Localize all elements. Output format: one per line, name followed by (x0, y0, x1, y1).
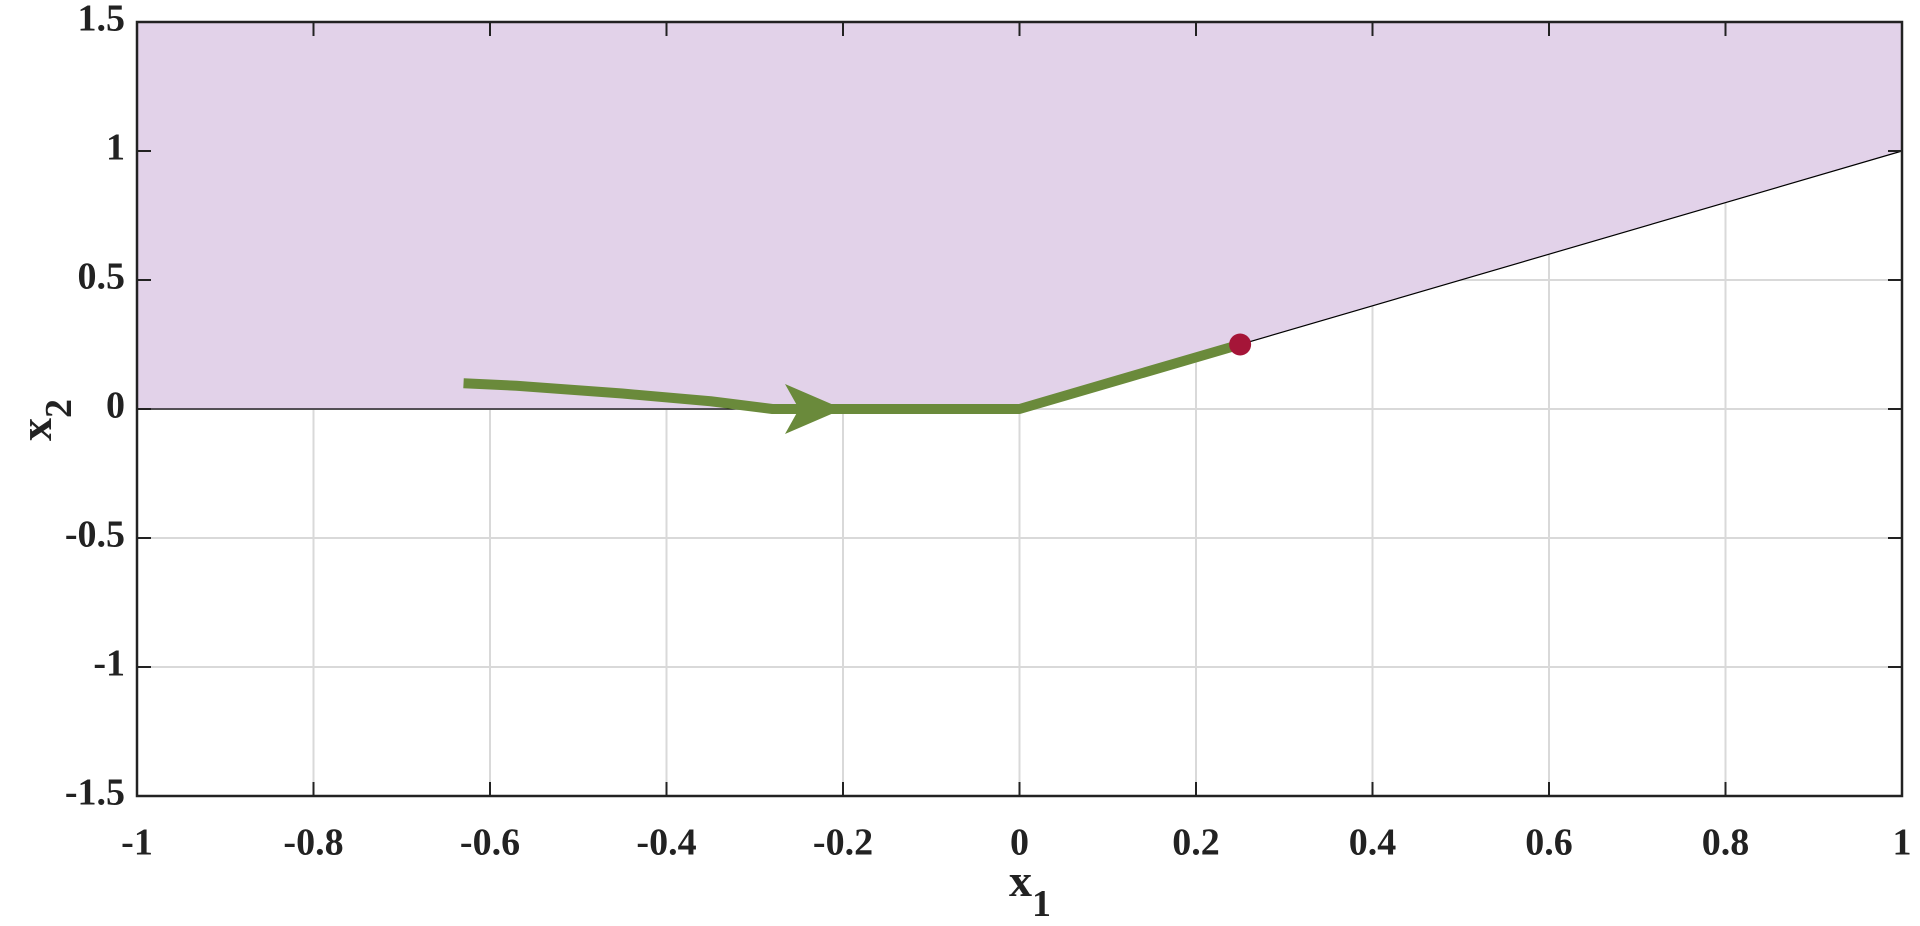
y-tick-label: -1.5 (65, 772, 125, 814)
x-tick-label: 0.6 (1525, 822, 1573, 864)
x-tick-label: 0.2 (1172, 822, 1220, 864)
x-tick-label: 0.4 (1349, 822, 1397, 864)
x-tick-label: -0.8 (283, 822, 343, 864)
x-tick-label: -0.6 (460, 822, 520, 864)
x-axis-label: x1 (1009, 855, 1051, 925)
x-tick-label: 1 (1893, 822, 1912, 864)
y-tick-label: -1 (93, 643, 125, 685)
y-axis-label: x2 (10, 399, 80, 441)
trajectory (463, 339, 1242, 414)
y-tick-label: 0 (106, 385, 125, 427)
feasible-region (137, 22, 1902, 409)
x-tick-label: -1 (121, 822, 153, 864)
y-tick-label: 0.5 (78, 256, 126, 298)
x-tick-label: 0 (1010, 822, 1029, 864)
x-tick-label: 0.8 (1702, 822, 1750, 864)
x-label-main: x (1009, 855, 1032, 906)
y-tick-label: 1 (106, 127, 125, 169)
x-tick-label: -0.4 (636, 822, 696, 864)
y-tick-label: 1.5 (78, 0, 126, 40)
x-tick-label: -0.2 (813, 822, 873, 864)
y-tick-label: -0.5 (65, 514, 125, 556)
y-label-main: x (10, 418, 61, 441)
direction-arrow (785, 384, 843, 434)
y-label-sub: 2 (38, 399, 80, 418)
x-label-sub: 1 (1032, 883, 1051, 925)
end-point (1229, 333, 1252, 356)
